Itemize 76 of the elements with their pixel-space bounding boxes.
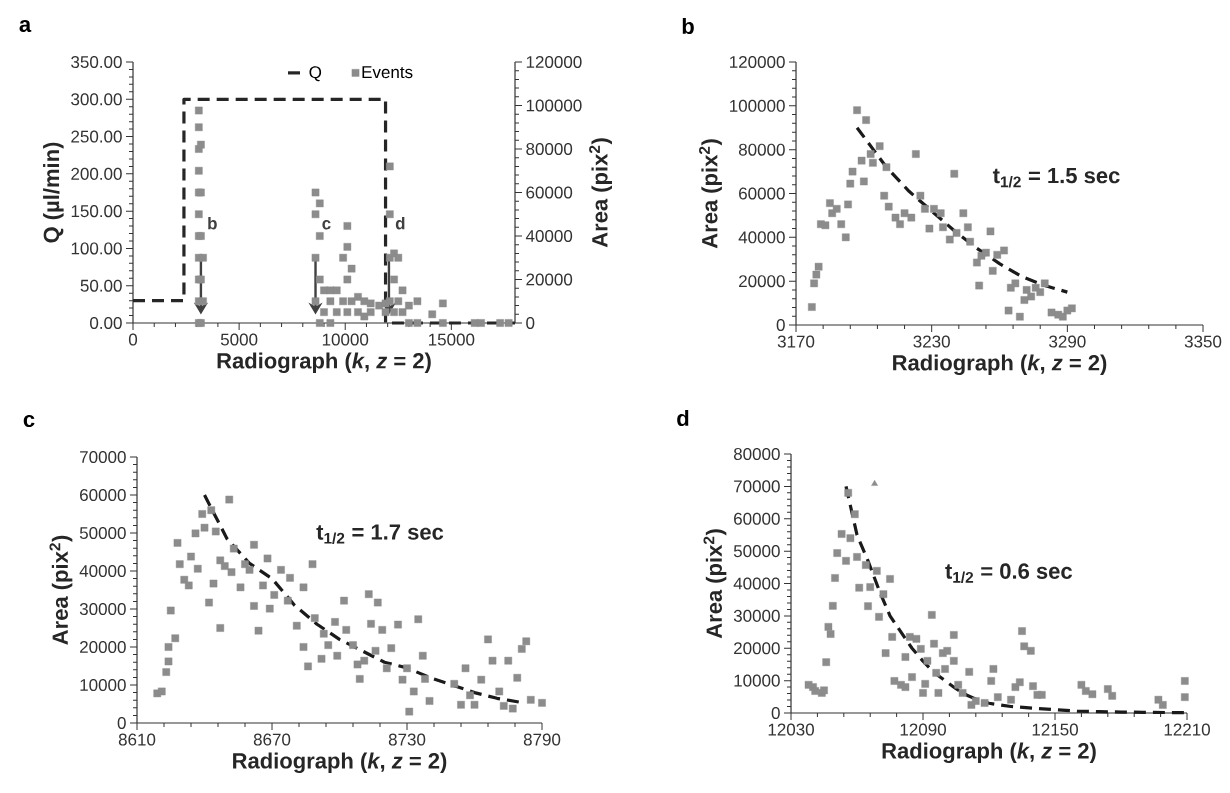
y-axis-title: Area (pix$^{2}$) <box>49 535 73 645</box>
x-axis-title: Radiograph (k, z = 2) <box>217 352 431 374</box>
x-tick-label: 3290 <box>1049 335 1086 348</box>
x-tick-label: 3230 <box>913 335 950 348</box>
y-tick-label: 70000 <box>80 450 126 464</box>
y-tick-label: 60000 <box>734 512 780 525</box>
x-tick-label: 12030 <box>768 723 814 736</box>
y-axis-title: Area (pix$^{2}$) <box>699 139 722 249</box>
annotation: c <box>322 220 331 230</box>
chart-title: a <box>19 19 32 33</box>
y-tick-label: 40000 <box>733 577 780 590</box>
y-tick-label: 0 <box>776 318 785 332</box>
chart-title: d <box>677 409 689 427</box>
y2-axis-title: Area (pix$^{2}$) <box>589 138 612 248</box>
x-tick-label: 8790 <box>523 733 561 746</box>
y-tick-label: 20000 <box>734 642 780 655</box>
y2-tick-label: 60000 <box>526 186 573 199</box>
x-axis-title: Radiograph (k, z = 2) <box>233 752 447 774</box>
y2-tick-label: 80000 <box>526 142 573 156</box>
chart-title: c <box>23 414 35 428</box>
annotation: d <box>395 216 405 230</box>
y-tick-label: 50000 <box>79 526 126 540</box>
y-tick-label: 40000 <box>738 231 785 244</box>
y-tick-label: 20000 <box>80 640 126 654</box>
y-tick-label: 100000 <box>730 99 785 112</box>
y2-tick-label: 0 <box>526 316 535 330</box>
y2-tick-label: 100000 <box>526 99 582 112</box>
x-tick-label: 12210 <box>1164 723 1210 736</box>
y-axis-title: Area (pix$^{2}$) <box>703 529 727 639</box>
y-axis-title: Q (µl/min) <box>43 142 64 243</box>
y2-tick-label: 120000 <box>526 55 582 69</box>
x-tick-label: 3350 <box>1184 335 1222 348</box>
y-tick-label: 50000 <box>733 545 780 558</box>
y-tick-label: 40000 <box>79 564 126 578</box>
x-tick-label: 8670 <box>253 733 291 746</box>
x-tick-label: 0 <box>128 333 138 346</box>
y-tick-label: 300.00 <box>71 93 122 106</box>
x-tick-label: 8730 <box>388 733 426 746</box>
y-tick-label: 150.00 <box>71 205 122 218</box>
x-tick-label: 3170 <box>777 335 815 348</box>
annotation: t$_{1/2}$ = 0.6 sec <box>945 563 1072 583</box>
y-tick-label: 350.00 <box>71 55 122 69</box>
y-tick-label: 60000 <box>739 187 785 200</box>
y-tick-label: 20000 <box>739 275 785 288</box>
x-tick-label: 8610 <box>118 733 156 746</box>
y-tick-label: 50.00 <box>80 279 122 292</box>
y-tick-label: 0 <box>771 706 780 720</box>
x-axis-title: Radiograph (k, z = 2) <box>882 742 1096 764</box>
y-tick-label: 70000 <box>734 480 780 493</box>
legend-label: Q <box>309 66 322 82</box>
y-tick-label: 250.00 <box>71 130 122 143</box>
y-tick-label: 30000 <box>79 602 126 616</box>
x-tick-label: 5000 <box>220 333 258 346</box>
annotation: t$_{1/2}$ = 1.7 sec <box>316 524 444 544</box>
annotation: b <box>208 216 217 230</box>
y-tick-label: 100.00 <box>71 242 122 255</box>
chart-title: b <box>682 17 694 35</box>
line-series <box>202 493 522 704</box>
y-tick-label: 200.00 <box>71 167 122 180</box>
x-tick-label: 15000 <box>429 333 475 346</box>
x-axis-title: Radiograph (k, z = 2) <box>893 354 1107 376</box>
x-tick-label: 12090 <box>900 723 946 736</box>
y-tick-label: 80000 <box>733 447 780 461</box>
y-tick-label: 120000 <box>730 55 785 69</box>
annotation: t$_{1/2}$ = 1.5 sec <box>992 167 1120 188</box>
y-tick-label: 10000 <box>80 678 126 692</box>
legend-label: Events <box>362 66 413 79</box>
y-tick-label: 10000 <box>734 674 780 687</box>
y2-tick-label: 20000 <box>526 273 573 286</box>
y-tick-label: 60000 <box>80 488 126 502</box>
y2-tick-label: 40000 <box>525 229 573 243</box>
y-tick-label: 0.00 <box>90 316 122 330</box>
x-tick-label: 12150 <box>1032 723 1078 736</box>
y-tick-label: 30000 <box>733 609 780 622</box>
x-tick-label: 10000 <box>322 333 369 346</box>
y-tick-label: 80000 <box>738 143 785 156</box>
